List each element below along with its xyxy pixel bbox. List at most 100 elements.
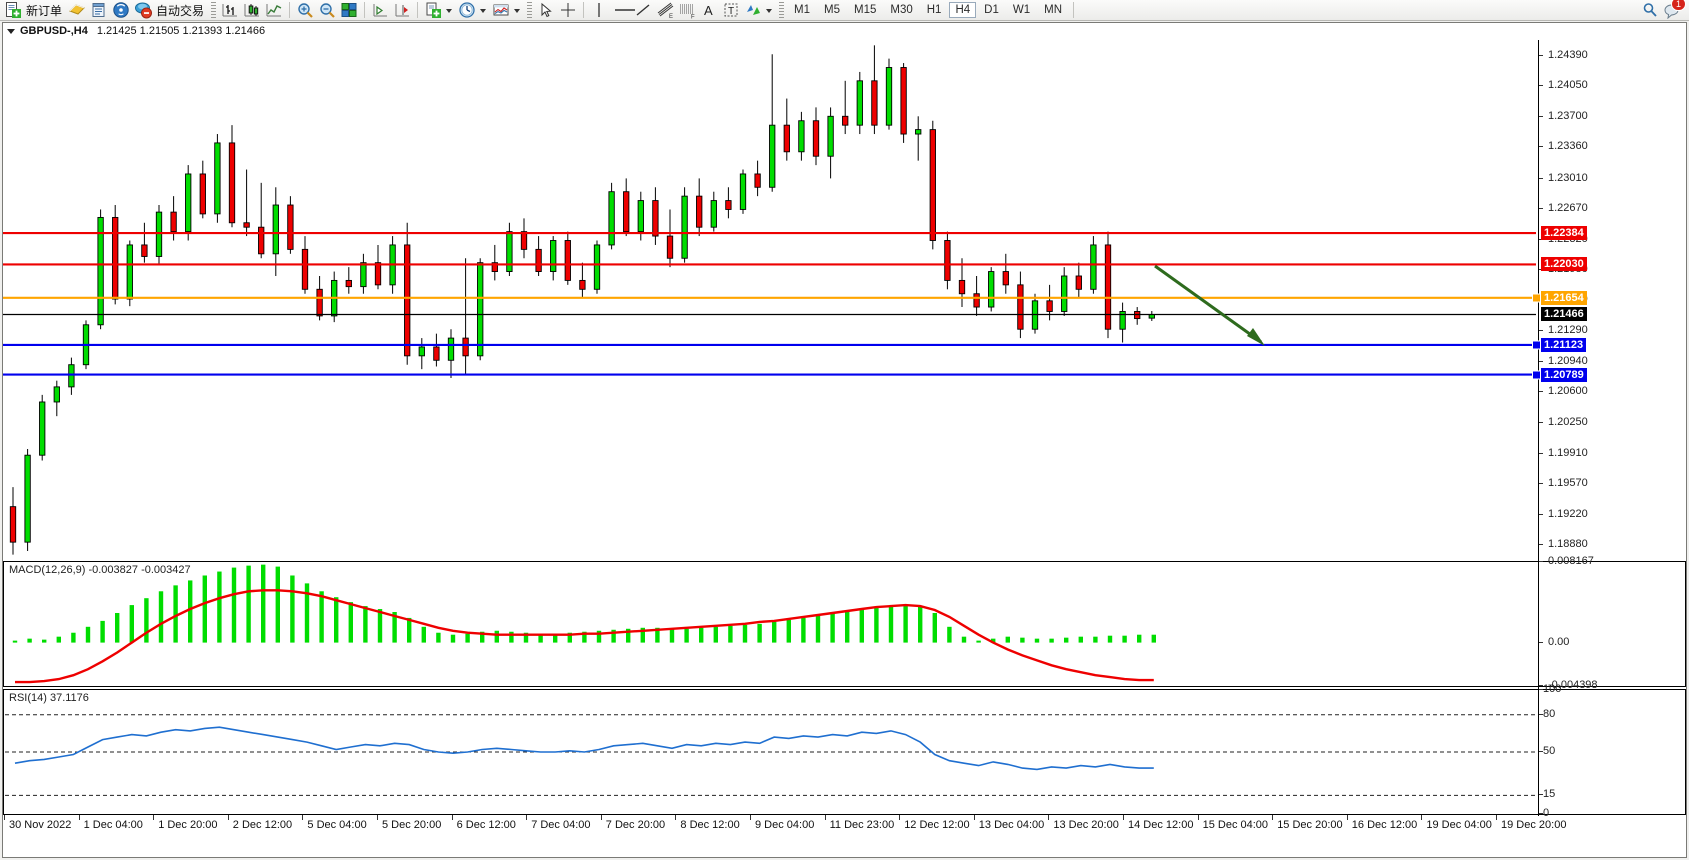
auto-trading-button[interactable]: 自动交易 <box>132 1 208 20</box>
zoom-in-icon <box>296 1 314 19</box>
text-label-button[interactable]: T <box>720 1 742 20</box>
expert-advisor-icon <box>68 1 86 19</box>
price-tag-pivot-line[interactable]: 1.21654 <box>1541 290 1587 305</box>
price-axis[interactable]: 1.24390 1.24050 1.23700 1.23360 1.23010 1.226… <box>1532 40 1686 819</box>
equidistant-channel-button[interactable]: E <box>654 1 676 20</box>
chevron-down-icon[interactable] <box>444 1 454 19</box>
price-tick: 1.18880 <box>1539 538 1588 550</box>
crosshair-button[interactable] <box>557 1 579 20</box>
period-icon <box>458 1 476 19</box>
down-arrow-annotation <box>1154 264 1265 346</box>
timeframe-m5[interactable]: M5 <box>824 4 840 16</box>
fibonacci-button[interactable]: F <box>676 1 698 20</box>
price-panel[interactable] <box>3 40 1686 559</box>
toolbar-grip-3[interactable] <box>779 1 785 19</box>
time-tick-label: 19 Dec 04:00 <box>1421 815 1492 831</box>
toolbar-grip-2[interactable] <box>527 1 533 19</box>
chevron-down-icon-4[interactable] <box>764 1 774 19</box>
time-tick-label: 6 Dec 12:00 <box>451 815 516 831</box>
svg-text:F: F <box>691 15 695 20</box>
new-order-button[interactable]: 新订单 <box>2 1 66 20</box>
price-tick: 1.23700 <box>1539 110 1588 122</box>
expert-advisor-button[interactable] <box>66 1 88 20</box>
timeframe-h1[interactable]: H1 <box>926 4 942 16</box>
price-tag-support-line[interactable]: 1.20789 <box>1541 367 1587 382</box>
signals-button[interactable] <box>110 1 132 20</box>
price-tick: 1.21290 <box>1539 324 1588 336</box>
main-toolbar: 新订单 <box>0 0 1689 21</box>
alerts-button[interactable]: 1 <box>1661 0 1686 20</box>
timeframe-d1[interactable]: D1 <box>984 4 999 16</box>
price-tick: 1.23010 <box>1539 172 1588 184</box>
price-tick: 1.24390 <box>1539 49 1588 61</box>
tile-windows-button[interactable] <box>338 1 360 20</box>
zoom-out-button[interactable] <box>316 1 338 20</box>
time-tick-label: 16 Dec 12:00 <box>1346 815 1418 831</box>
auto-scroll-button[interactable] <box>369 1 391 20</box>
timeframe-m1[interactable]: M1 <box>794 4 811 16</box>
text-button[interactable]: A <box>698 1 720 20</box>
price-tick: 1.24050 <box>1539 79 1588 91</box>
indicators-button[interactable] <box>422 1 456 20</box>
candlestick-series <box>9 45 1155 555</box>
timeframe-m30[interactable]: M30 <box>890 4 913 16</box>
time-tick-label: 15 Dec 20:00 <box>1272 815 1343 831</box>
chart-shift-button[interactable] <box>391 1 413 20</box>
timeframe-mn[interactable]: MN <box>1044 4 1062 16</box>
alert-count-badge: 1 <box>1670 0 1686 11</box>
macd-tick: 0.00 <box>1539 636 1569 648</box>
time-tick-label: 14 Dec 12:00 <box>1122 815 1194 831</box>
price-tag-support-line[interactable]: 1.21123 <box>1541 337 1587 352</box>
data-window-button[interactable] <box>88 1 110 20</box>
arrows-icon <box>744 1 762 19</box>
timeframe-group: M1 M5 M15 M30 H1 H4 D1 W1 MN <box>787 2 1069 18</box>
time-tick-label: 1 Dec 04:00 <box>78 815 143 831</box>
price-tag-resistance-line[interactable]: 1.22384 <box>1541 226 1587 241</box>
auto-scroll-icon <box>371 1 389 19</box>
toolbar-grip[interactable] <box>211 1 217 19</box>
timeframe-w1[interactable]: W1 <box>1012 4 1031 16</box>
search-button[interactable] <box>1639 1 1661 20</box>
macd-signal-line <box>15 589 1154 684</box>
tile-windows-icon <box>340 1 358 19</box>
svg-text:T: T <box>728 6 734 17</box>
period-button[interactable] <box>456 1 490 20</box>
vertical-line-button[interactable] <box>588 1 610 20</box>
price-tick: 1.20250 <box>1539 416 1588 428</box>
rsi-panel[interactable]: RSI(14) 37.1176 <box>3 689 1686 815</box>
chevron-down-icon-2[interactable] <box>478 1 488 19</box>
templates-button[interactable] <box>490 1 524 20</box>
zoom-in-button[interactable] <box>294 1 316 20</box>
timeframe-m15[interactable]: M15 <box>854 4 877 16</box>
level-drag-handle[interactable] <box>1532 340 1541 350</box>
bar-chart-button[interactable] <box>219 1 241 20</box>
trendline-button[interactable] <box>632 1 654 20</box>
vertical-line-icon <box>590 1 608 19</box>
templates-icon <box>492 1 510 19</box>
line-chart-icon <box>265 1 283 19</box>
time-axis[interactable]: 30 Nov 2022 1 Dec 04:00 1 Dec 20:00 2 Dec 1… <box>3 815 1566 836</box>
arrows-button[interactable] <box>742 1 776 20</box>
level-drag-handle[interactable] <box>1532 370 1541 380</box>
text-icon: A <box>700 1 718 19</box>
chevron-down-icon-3[interactable] <box>512 1 522 19</box>
time-tick-label: 30 Nov 2022 <box>3 815 72 831</box>
text-label-icon: T <box>722 1 740 19</box>
chart-menu-caret-icon[interactable] <box>7 28 15 34</box>
price-tag-current-price-line[interactable]: 1.21466 <box>1541 307 1587 322</box>
rsi-tick: 80 <box>1539 708 1555 720</box>
line-chart-button[interactable] <box>263 1 285 20</box>
macd-panel[interactable]: MACD(12,26,9) -0.003827 -0.003427 <box>3 561 1686 687</box>
horizontal-line-button[interactable] <box>610 1 636 20</box>
level-drag-handle[interactable] <box>1532 293 1541 303</box>
zoom-out-icon <box>318 1 336 19</box>
data-window-icon <box>90 1 108 19</box>
cursor-button[interactable] <box>535 1 557 20</box>
rsi-tick: 0 <box>1539 807 1549 819</box>
signals-icon <box>112 1 130 19</box>
timeframe-h4[interactable]: H4 <box>949 2 977 18</box>
time-tick-label: 2 Dec 12:00 <box>227 815 293 831</box>
candlestick-chart-button[interactable] <box>241 1 263 20</box>
price-tag-resistance-line[interactable]: 1.22030 <box>1541 257 1587 272</box>
